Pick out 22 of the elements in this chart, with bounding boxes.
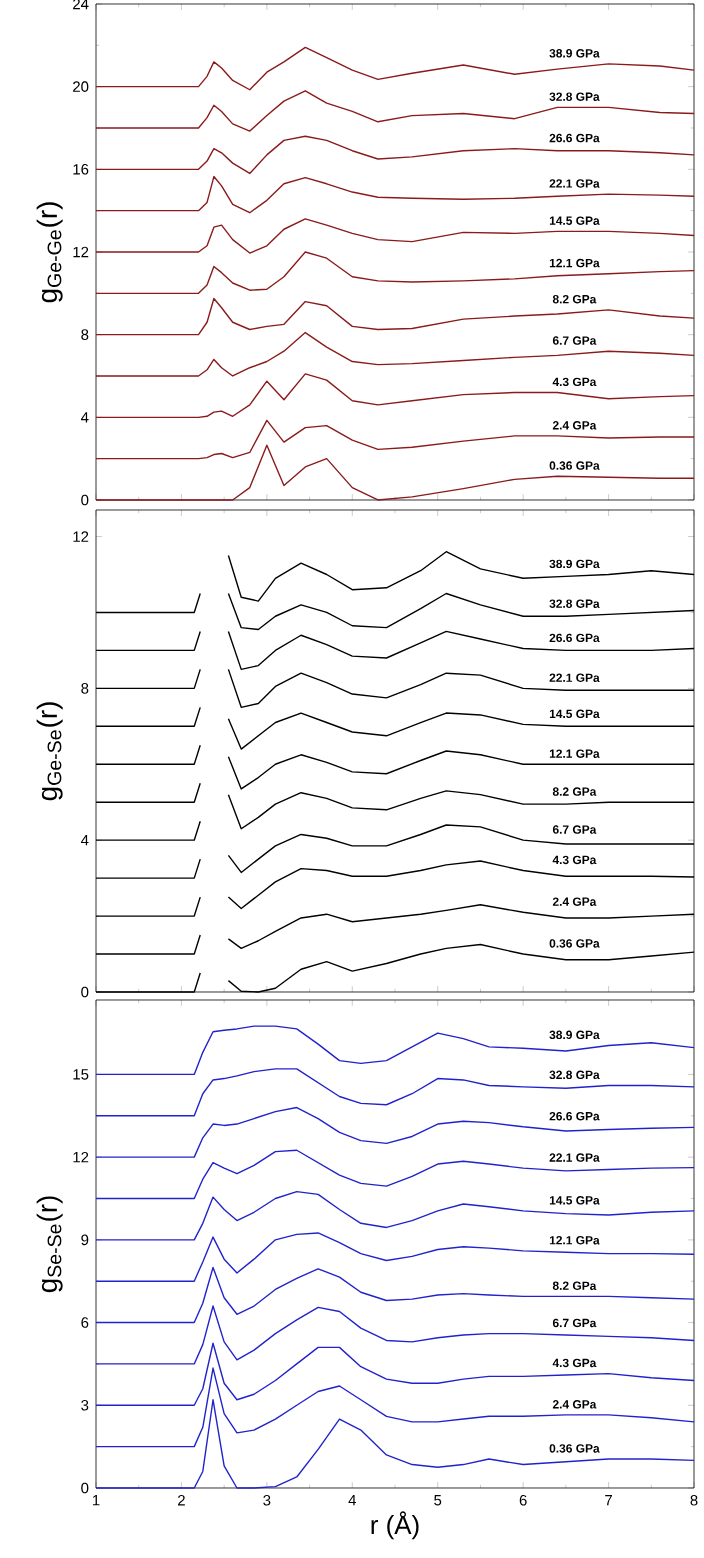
line-series xyxy=(95,331,695,377)
x-axis-title: r (Å) xyxy=(371,1511,419,1540)
line-series xyxy=(95,46,695,91)
line-series xyxy=(95,1232,695,1282)
line-series xyxy=(95,1305,695,1365)
line-series xyxy=(95,1342,695,1406)
line-series xyxy=(95,1106,695,1158)
line-series xyxy=(95,251,695,295)
line-series xyxy=(95,218,695,254)
line-series xyxy=(95,1367,695,1448)
y-axis-title: g$_{Se-Se}$(r) xyxy=(36,1196,63,1293)
y-axis-title: g$_{Ge-Se}$(r) xyxy=(36,702,63,801)
line-series xyxy=(95,297,695,336)
line-series xyxy=(95,135,695,175)
line-series xyxy=(95,90,695,132)
line-series xyxy=(95,373,695,419)
line-series xyxy=(95,1399,695,1489)
line-series xyxy=(95,419,695,460)
line-series xyxy=(95,175,695,214)
line-series xyxy=(95,1025,695,1076)
y-axis-title: g$_{Ge-Ge}$(r) xyxy=(36,202,63,303)
line-series xyxy=(95,1190,695,1241)
